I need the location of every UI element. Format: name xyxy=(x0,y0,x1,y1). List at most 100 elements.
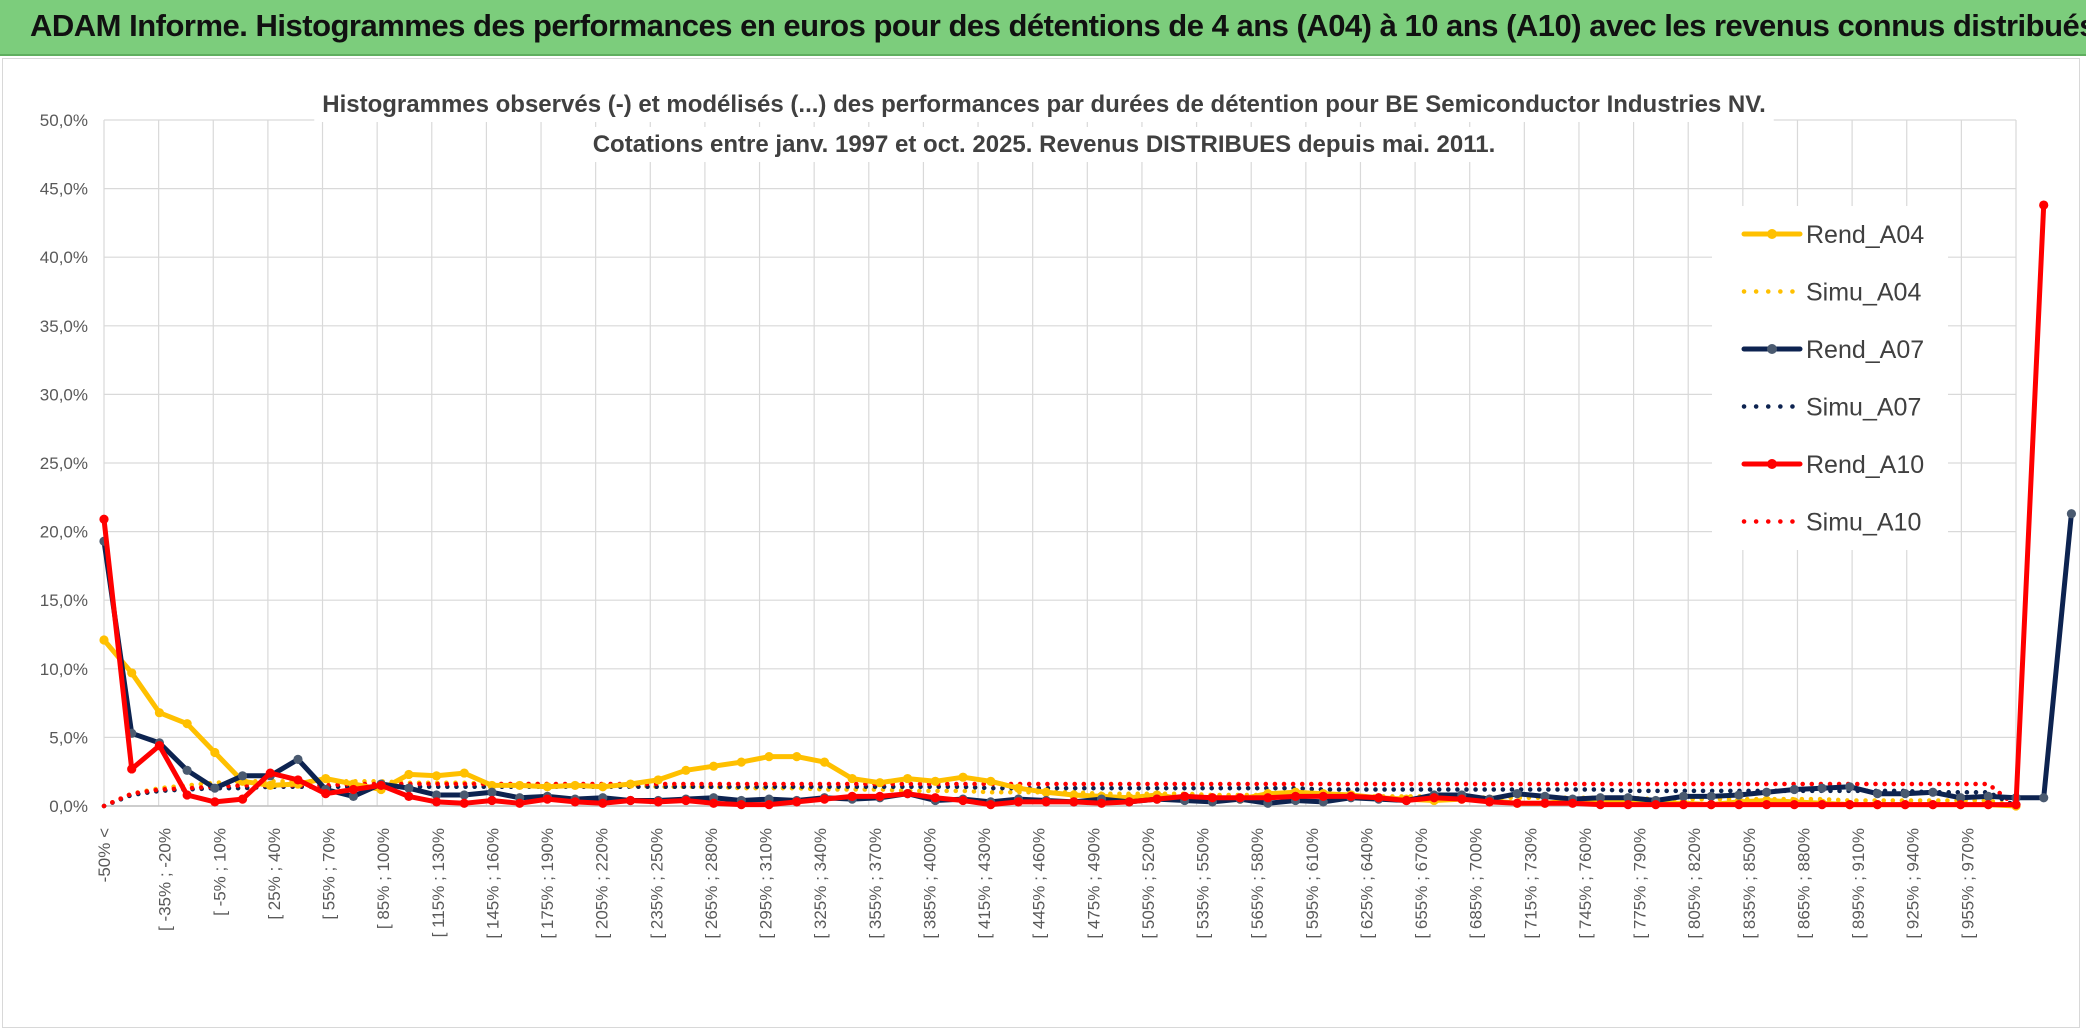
data-point xyxy=(1041,787,1051,797)
data-point xyxy=(819,794,830,804)
data-point xyxy=(1623,793,1633,803)
legend-marker xyxy=(1767,229,1777,239)
data-point xyxy=(653,797,663,807)
x-tick-label: [ 55% ; 70% xyxy=(320,828,339,920)
data-point xyxy=(182,765,192,775)
data-point xyxy=(182,719,192,729)
x-tick-label: [ 925% ; 940% xyxy=(1904,828,1923,939)
x-tick-label: [ 205% ; 220% xyxy=(593,828,612,939)
data-point xyxy=(1734,790,1744,800)
data-point xyxy=(542,794,552,804)
x-tick-label: [ 175% ; 190% xyxy=(538,828,557,939)
y-tick-label: 35,0% xyxy=(40,317,88,336)
data-point xyxy=(1512,789,1522,799)
chart-title-line: Histogrammes observés (-) et modélisés (… xyxy=(322,91,1765,118)
data-point xyxy=(1124,797,1134,807)
data-point xyxy=(1817,783,1827,793)
data-point xyxy=(154,741,165,751)
legend-marker xyxy=(1767,344,1777,354)
data-point xyxy=(1013,783,1024,793)
data-point xyxy=(930,793,940,803)
y-tick-label: 10,0% xyxy=(40,660,88,679)
y-tick-label: 20,0% xyxy=(40,523,88,542)
data-point xyxy=(1678,791,1689,801)
data-point xyxy=(210,747,220,758)
data-point xyxy=(515,780,525,791)
y-tick-label: 25,0% xyxy=(40,454,88,473)
data-point xyxy=(459,790,469,800)
header-banner: ADAM Informe. Histogrammes des performan… xyxy=(0,0,2086,56)
data-point xyxy=(681,765,691,775)
x-axis: -50% < [ -35% ; -20% [ -5% ; 10% [ 25% ; 40… xyxy=(95,805,2016,939)
x-tick-label: [ 775% ; 790% xyxy=(1631,828,1650,939)
data-point xyxy=(875,791,885,801)
data-point xyxy=(736,757,746,767)
data-point xyxy=(348,784,358,795)
data-point xyxy=(487,795,497,806)
x-tick-label: [ 535% ; 550% xyxy=(1194,828,1213,939)
x-tick-label: [ 715% ; 730% xyxy=(1521,828,1540,939)
legend-label: Rend_A10 xyxy=(1806,451,1924,479)
data-point xyxy=(1069,797,1079,807)
data-point xyxy=(237,771,248,781)
x-tick-label: [ 685% ; 700% xyxy=(1467,828,1486,939)
data-point xyxy=(764,800,774,810)
y-tick-label: 0,0% xyxy=(49,797,88,816)
data-point xyxy=(1845,800,1855,810)
x-tick-label: [ 475% ; 490% xyxy=(1084,828,1103,939)
data-point xyxy=(1595,793,1605,803)
data-point xyxy=(958,772,968,782)
legend-item-simu-a07: Simu_A07 xyxy=(1741,394,1921,422)
data-point xyxy=(2039,200,2049,210)
x-tick-label: [ 595% ; 610% xyxy=(1303,828,1322,939)
data-point xyxy=(404,791,414,801)
data-point xyxy=(99,514,109,524)
data-point xyxy=(736,800,746,810)
legend: Rend_A04 Simu_A04 Rend_A07 Simu_A07 Rend_A10… xyxy=(1712,206,1948,550)
data-point xyxy=(847,791,857,801)
data-point xyxy=(1955,793,1966,803)
x-tick-label: -50% < xyxy=(95,828,114,882)
x-tick-label: [ 565% ; 580% xyxy=(1248,828,1267,939)
legend-label: Rend_A07 xyxy=(1806,336,1924,364)
data-point xyxy=(1568,798,1578,808)
x-tick-label: [ 955% ; 970% xyxy=(1958,828,1977,939)
data-point xyxy=(127,764,137,774)
data-point xyxy=(819,757,830,767)
data-point xyxy=(1983,800,1993,810)
x-tick-label: [ 655% ; 670% xyxy=(1412,828,1431,939)
data-point xyxy=(1013,797,1024,807)
data-point xyxy=(2011,800,2021,810)
legend-item-rend-a07: Rend_A07 xyxy=(1741,336,1924,364)
x-tick-label: [ 145% ; 160% xyxy=(483,828,502,939)
y-tick-label: 5,0% xyxy=(49,728,88,747)
series-layer xyxy=(99,200,2077,811)
y-axis: 0,0% 5,0% 10,0% 15,0% 20,0% 25,0% 30,0% 35,0% 40… xyxy=(40,111,88,816)
data-point xyxy=(404,769,414,780)
data-point xyxy=(1706,791,1716,801)
data-point xyxy=(792,752,802,762)
data-point xyxy=(598,798,608,808)
legend-item-simu-a04: Simu_A04 xyxy=(1741,279,1921,307)
data-point xyxy=(431,797,442,807)
chart-title-backing xyxy=(584,127,1504,162)
x-tick-label: [ -35% ; -20% xyxy=(156,828,175,931)
data-point xyxy=(1180,791,1190,801)
data-point xyxy=(1207,793,1218,803)
y-tick-label: 40,0% xyxy=(40,248,88,267)
data-point xyxy=(625,779,636,789)
data-point xyxy=(1955,800,1966,810)
data-point xyxy=(265,768,275,778)
x-tick-label: [ 805% ; 820% xyxy=(1685,828,1704,939)
data-point xyxy=(1318,791,1328,801)
data-point xyxy=(1762,800,1772,810)
chart-frame xyxy=(2,58,2080,1028)
data-point xyxy=(2039,793,2049,803)
data-point xyxy=(1928,800,1938,810)
data-point xyxy=(847,773,857,784)
chart-title-group: Histogrammes observés (-) et modélisés (… xyxy=(314,87,1774,162)
x-tick-label: [ 895% ; 910% xyxy=(1849,828,1868,939)
data-point xyxy=(1540,798,1550,808)
data-point xyxy=(1845,782,1855,792)
x-tick-label: [ 505% ; 520% xyxy=(1139,828,1158,939)
